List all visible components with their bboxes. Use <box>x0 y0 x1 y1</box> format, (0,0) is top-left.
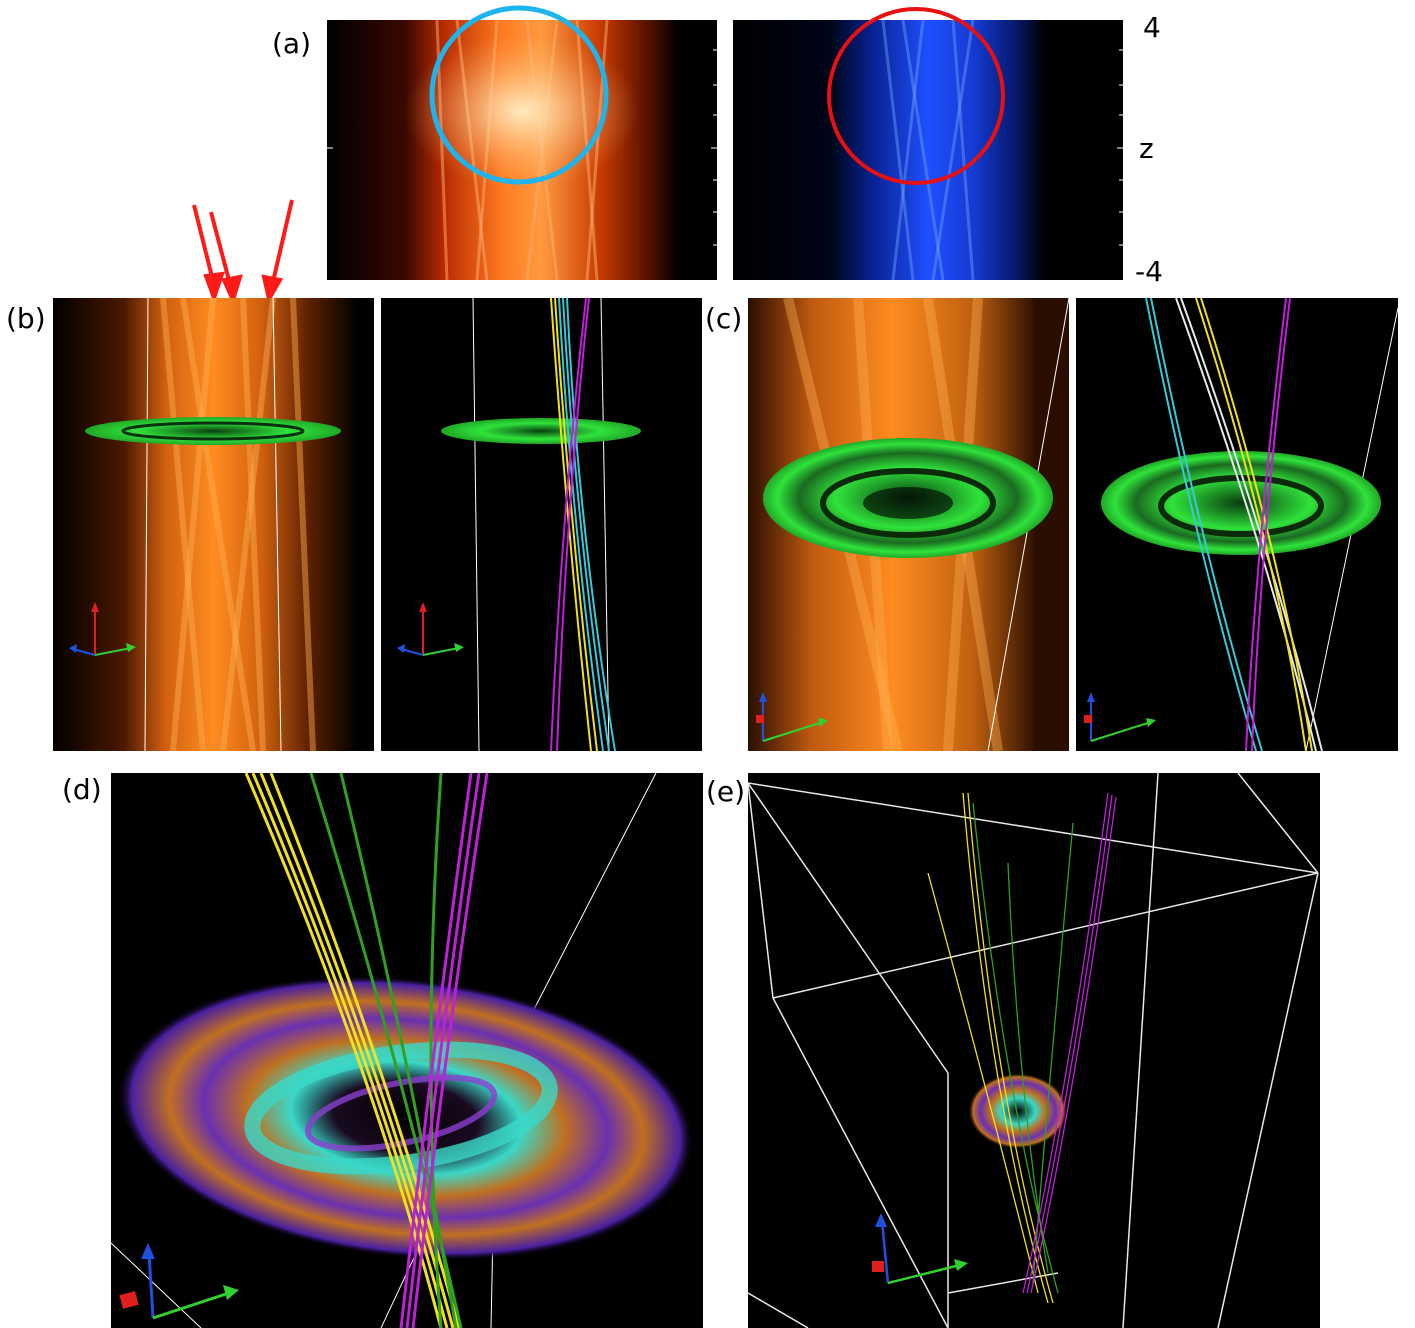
panel-d-disk-render <box>111 773 703 1328</box>
label-c: (c) <box>705 302 743 335</box>
panel-a-field-slice <box>733 20 1123 280</box>
panel-a-density-slice <box>327 20 717 280</box>
label-b: (b) <box>6 302 46 335</box>
z-axis-bottom-tick: -4 <box>1135 255 1163 288</box>
panel-c-density-render <box>748 298 1069 751</box>
label-e: (e) <box>706 775 746 808</box>
red-arrows <box>192 199 294 306</box>
panel-c-field-lines <box>1076 298 1398 751</box>
axis-triad-icon <box>69 602 136 656</box>
panel-e-wide-view <box>748 773 1320 1328</box>
label-a: (a) <box>272 27 312 60</box>
panel-b-density-render <box>53 298 374 751</box>
z-axis-label: z <box>1139 132 1154 165</box>
label-d: (d) <box>62 773 102 806</box>
panel-b-field-lines <box>381 298 702 751</box>
z-axis-top-tick: 4 <box>1143 11 1161 44</box>
